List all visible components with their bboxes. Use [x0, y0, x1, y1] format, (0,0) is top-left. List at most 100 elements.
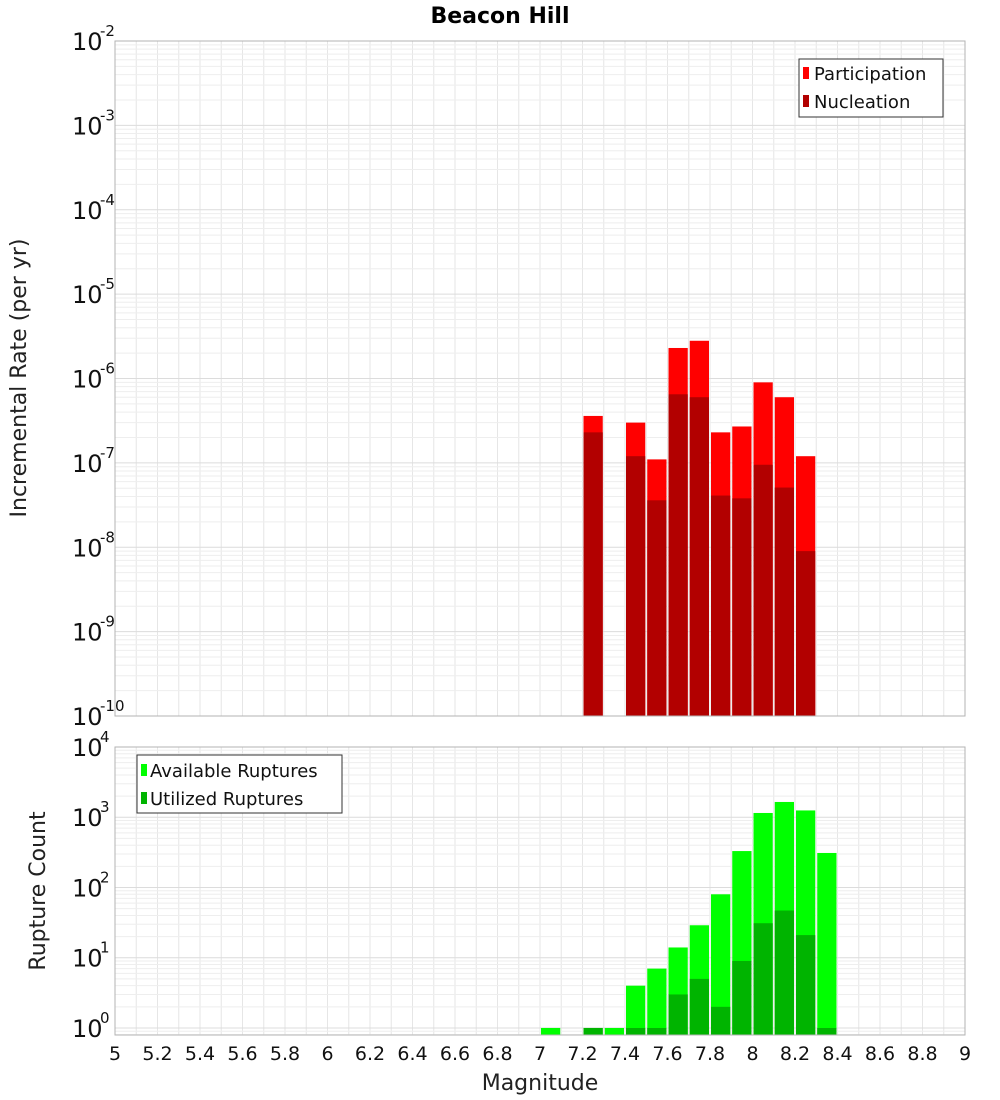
- rate-panel: 10-210-310-410-510-610-710-810-910-10 In…: [7, 22, 966, 731]
- x-tick-label: 9: [959, 1043, 971, 1065]
- x-ticks: 5 5.2 5.4 5.6 5.8 6 6.2 6.4 6.6 6.8 7 7.2 7.4 7.6 7.8 8…: [109, 1043, 971, 1065]
- count-y-tick: 103: [72, 798, 110, 832]
- legend-label-utilized: Utilized Ruptures: [150, 789, 303, 810]
- rate-y-tick: 10-9: [72, 613, 115, 647]
- count-bar-utilized: [647, 1027, 667, 1035]
- rate-y-tick: 10-2: [72, 22, 115, 56]
- rate-y-tick: 10-7: [72, 444, 115, 478]
- rate-y-tick: 10-8: [72, 528, 115, 562]
- rate-y-tick-base: 10: [72, 366, 103, 394]
- chart-title: Beacon Hill: [430, 4, 569, 29]
- x-tick-label: 8.8: [907, 1043, 937, 1065]
- x-tick-label: 6.4: [397, 1043, 427, 1065]
- count-y-tick: 101: [72, 939, 110, 973]
- rate-y-tick: 10-4: [72, 191, 115, 225]
- count-y-tick-base: 10: [72, 804, 103, 832]
- count-y-tick-exp: 2: [100, 868, 110, 886]
- rate-y-tick-base: 10: [72, 450, 103, 478]
- count-bar-available: [711, 894, 731, 1035]
- x-tick-label: 7.6: [652, 1043, 682, 1065]
- legend-label-participation: Participation: [814, 64, 926, 85]
- legend-swatch-participation: [803, 67, 809, 79]
- x-tick-label: 8.2: [780, 1043, 810, 1065]
- rate-y-tick: 10-6: [72, 360, 115, 394]
- count-legend: Available Ruptures Utilized Ruptures: [136, 754, 343, 814]
- rate-y-tick-base: 10: [72, 619, 103, 647]
- count-bar-available: [626, 985, 646, 1035]
- rate-legend-box: [798, 58, 944, 118]
- rate-bar-nucleation: [626, 456, 646, 716]
- count-bar-utilized: [732, 960, 752, 1035]
- rate-bar-nucleation: [668, 394, 688, 716]
- rate-y-tick-exp: -3: [100, 106, 115, 124]
- count-bar-available: [817, 852, 837, 1035]
- count-y-tick-base: 10: [72, 734, 103, 762]
- x-tick-label: 5.6: [227, 1043, 257, 1065]
- rate-y-tick-exp: -4: [100, 191, 115, 209]
- rate-plot-frame: [114, 40, 966, 717]
- rate-y-tick: 10-10: [72, 697, 125, 731]
- legend-label-nucleation: Nucleation: [814, 92, 910, 113]
- x-tick-label: 6.8: [482, 1043, 512, 1065]
- rate-bar-nucleation: [796, 551, 816, 716]
- x-axis-label: Magnitude: [482, 1071, 599, 1096]
- count-y-tick: 100: [72, 1009, 110, 1043]
- x-tick-label: 8.6: [865, 1043, 895, 1065]
- x-tick-label: 7.4: [610, 1043, 640, 1065]
- rate-y-tick: 10-5: [72, 275, 115, 309]
- count-y-tick: 102: [72, 868, 110, 902]
- legend-swatch-nucleation: [803, 95, 809, 107]
- x-tick-label: 5: [109, 1043, 121, 1065]
- x-tick-label: 8.4: [822, 1043, 852, 1065]
- count-y-tick-exp: 1: [100, 939, 110, 957]
- rate-bar-nucleation: [753, 464, 773, 716]
- rate-y-tick-base: 10: [72, 112, 103, 140]
- legend-swatch-utilized: [141, 792, 147, 804]
- rate-bar-nucleation: [647, 500, 667, 716]
- count-bar-available: [647, 968, 667, 1035]
- x-tick-label: 7.2: [567, 1043, 597, 1065]
- count-bar-utilized: [774, 910, 794, 1035]
- rate-bar-nucleation: [774, 487, 794, 716]
- rate-y-ticks: 10-210-310-410-510-610-710-810-910-10: [72, 22, 125, 731]
- rate-y-tick-base: 10: [72, 28, 103, 56]
- rate-gridlines: [114, 41, 966, 717]
- rate-y-tick-exp: -6: [100, 360, 115, 378]
- rate-y-axis-label: Incremental Rate (per yr): [7, 239, 32, 518]
- rate-bar-nucleation: [689, 397, 709, 716]
- count-y-axis-label: Rupture Count: [26, 811, 51, 971]
- count-bar-available: [604, 1027, 624, 1035]
- count-y-tick: 104: [72, 728, 110, 762]
- count-bar-utilized: [796, 935, 816, 1035]
- count-legend-box: [136, 754, 343, 814]
- rate-y-tick-base: 10: [72, 534, 103, 562]
- x-tick-label: 6.2: [355, 1043, 385, 1065]
- x-tick-label: 7.8: [695, 1043, 725, 1065]
- count-bar-utilized: [753, 923, 773, 1035]
- count-bars: [541, 801, 837, 1035]
- x-tick-label: 7: [534, 1043, 546, 1065]
- rate-bars: [583, 340, 816, 716]
- rate-y-tick-exp: -7: [100, 444, 115, 462]
- count-bar-utilized: [689, 978, 709, 1035]
- rate-y-tick-exp: -8: [100, 528, 115, 546]
- count-bar-utilized: [817, 1027, 837, 1035]
- count-bar-utilized: [626, 1027, 646, 1035]
- count-y-tick-base: 10: [72, 874, 103, 902]
- x-tick-label: 6: [321, 1043, 333, 1065]
- count-bar-utilized: [668, 994, 688, 1035]
- rate-bar-nucleation: [583, 432, 603, 716]
- x-tick-label: 8: [746, 1043, 758, 1065]
- count-plot-frame: [114, 746, 966, 1036]
- x-tick-label: 5.2: [142, 1043, 172, 1065]
- count-y-tick-exp: 0: [100, 1009, 110, 1027]
- rate-y-tick-exp: -9: [100, 613, 115, 631]
- rate-y-tick-exp: -2: [100, 22, 115, 40]
- count-bar-utilized: [711, 1006, 731, 1035]
- rate-bar-nucleation: [711, 495, 731, 716]
- rate-y-tick-exp: -10: [100, 697, 125, 715]
- count-y-tick-exp: 3: [100, 798, 110, 816]
- rate-bar-nucleation: [732, 498, 752, 716]
